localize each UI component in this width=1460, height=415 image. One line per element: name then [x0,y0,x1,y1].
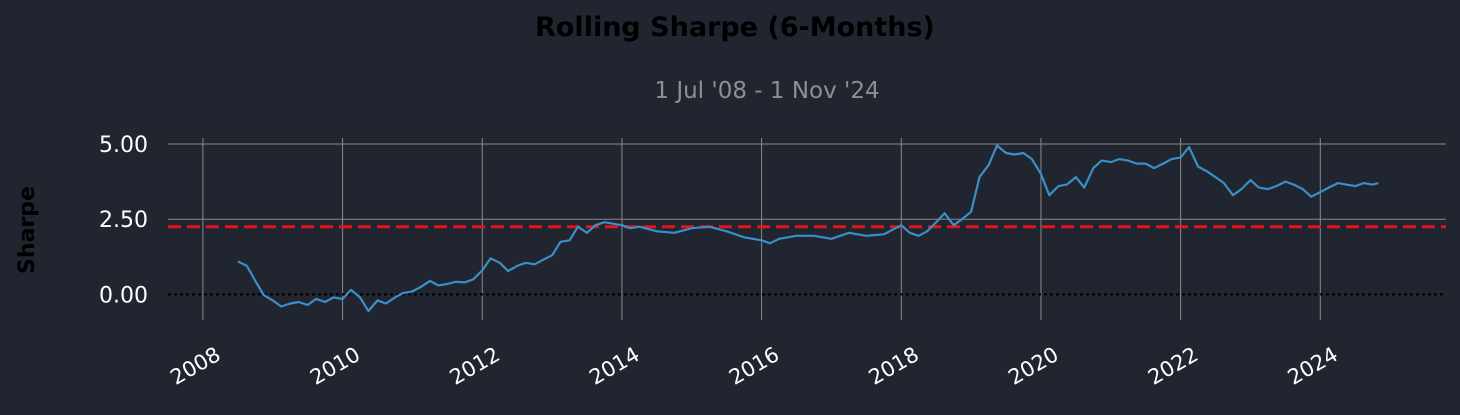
chart-title: Rolling Sharpe (6-Months) [535,12,935,43]
series-layer [237,144,1379,313]
grid [168,138,1446,320]
y-tick-label: 2.50 [99,208,148,233]
reference-lines [168,225,1446,296]
y-tick-label: 5.00 [99,133,148,158]
y-axis-label: Sharpe [15,186,40,274]
chart-subtitle: 1 Jul '08 - 1 Nov '24 [654,78,879,104]
series-line [237,144,1379,313]
y-tick-label: 0.00 [99,283,148,308]
